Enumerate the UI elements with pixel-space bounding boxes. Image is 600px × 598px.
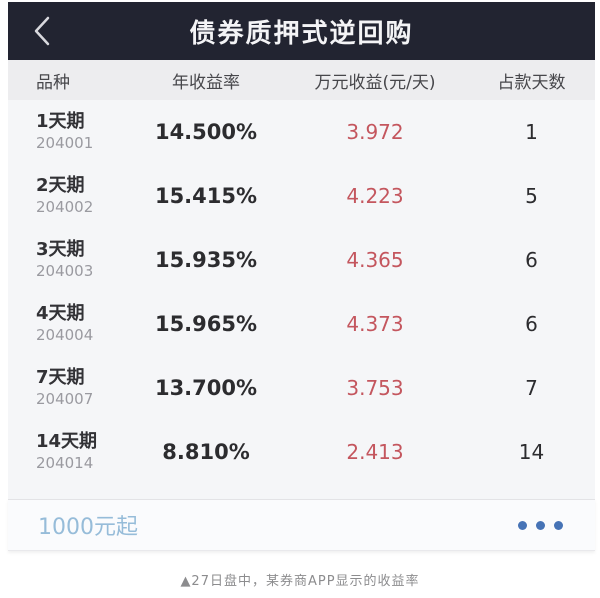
variety-code: 204002 — [36, 197, 94, 216]
table-row[interactable]: 2天期 204002 15.415% 4.223 5 — [8, 164, 595, 228]
annual-yield-value: 15.935% — [154, 248, 258, 272]
annual-yield-value: 15.965% — [154, 312, 258, 336]
variety-cell: 14天期 204014 — [8, 431, 130, 472]
column-header-annual-yield: 年收益率 — [172, 72, 240, 93]
variety-name: 1天期 — [36, 111, 85, 133]
variety-code: 204003 — [36, 261, 94, 280]
annual-yield-value: 8.810% — [162, 440, 250, 464]
annual-yield-value: 14.500% — [154, 120, 258, 144]
ellipsis-dot-icon — [554, 520, 563, 530]
variety-name: 4天期 — [36, 303, 85, 325]
table-row[interactable]: 1天期 204001 14.500% 3.972 1 — [8, 100, 595, 164]
reverse-repo-screen: 债券质押式逆回购 品种 年收益率 万元收益(元/天) 占款天数 1天期 2040… — [8, 2, 595, 551]
variety-code: 204014 — [36, 453, 94, 472]
occupied-days-value: 5 — [525, 184, 538, 208]
column-header-occupied-days: 占款天数 — [497, 72, 566, 93]
back-button[interactable] — [22, 2, 62, 60]
footer-bar: 1000元起 — [8, 499, 595, 551]
income-per-10k-value: 2.413 — [346, 440, 404, 464]
min-amount-label: 1000元起 — [38, 515, 138, 540]
table-row[interactable]: 7天期 204007 13.700% 3.753 7 — [8, 356, 595, 420]
annual-yield-value: 15.415% — [154, 184, 258, 208]
variety-cell: 2天期 204002 — [8, 175, 130, 216]
ellipsis-dot-icon — [536, 520, 545, 530]
variety-cell: 4天期 204004 — [8, 303, 130, 344]
variety-cell: 7天期 204007 — [8, 367, 130, 408]
occupied-days-value: 7 — [525, 376, 538, 400]
income-per-10k-value: 4.223 — [346, 184, 404, 208]
table-row[interactable]: 4天期 204004 15.965% 4.373 6 — [8, 292, 595, 356]
table-body: 1天期 204001 14.500% 3.972 1 2天期 204002 15… — [8, 100, 595, 488]
table-row[interactable]: 14天期 204014 8.810% 2.413 14 — [8, 420, 595, 484]
back-chevron-icon — [32, 15, 52, 47]
column-header-income-per-10k: 万元收益(元/天) — [314, 72, 436, 93]
occupied-days-value: 6 — [525, 312, 538, 336]
variety-name: 2天期 — [36, 175, 85, 197]
variety-cell: 3天期 204003 — [8, 239, 130, 280]
page-title: 债券质押式逆回购 — [189, 18, 414, 49]
variety-name: 3天期 — [36, 239, 85, 261]
income-per-10k-value: 3.753 — [346, 376, 404, 400]
caption-area: ▲27日盘中，某券商APP显示的收益率 — [0, 551, 600, 595]
table-row[interactable]: 3天期 204003 15.935% 4.365 6 — [8, 228, 595, 292]
more-options-button[interactable] — [516, 511, 565, 540]
variety-cell: 1天期 204001 — [8, 111, 130, 152]
annual-yield-value: 13.700% — [154, 376, 258, 400]
ellipsis-dot-icon — [518, 520, 527, 530]
income-per-10k-value: 4.373 — [346, 312, 404, 336]
table-bottom-gap — [8, 488, 595, 499]
income-per-10k-value: 3.972 — [346, 120, 404, 144]
variety-code: 204004 — [36, 325, 94, 344]
occupied-days-value: 14 — [518, 440, 545, 464]
table-header: 品种 年收益率 万元收益(元/天) 占款天数 — [8, 60, 595, 100]
column-header-variety: 品种 — [36, 72, 70, 93]
navbar: 债券质押式逆回购 — [8, 2, 595, 60]
occupied-days-value: 1 — [525, 120, 538, 144]
income-per-10k-value: 4.365 — [346, 248, 404, 272]
variety-name: 14天期 — [36, 431, 98, 453]
occupied-days-value: 6 — [525, 248, 538, 272]
variety-code: 204001 — [36, 133, 94, 152]
variety-code: 204007 — [36, 389, 94, 408]
variety-name: 7天期 — [36, 367, 85, 389]
image-caption: ▲27日盘中，某券商APP显示的收益率 — [180, 574, 420, 589]
